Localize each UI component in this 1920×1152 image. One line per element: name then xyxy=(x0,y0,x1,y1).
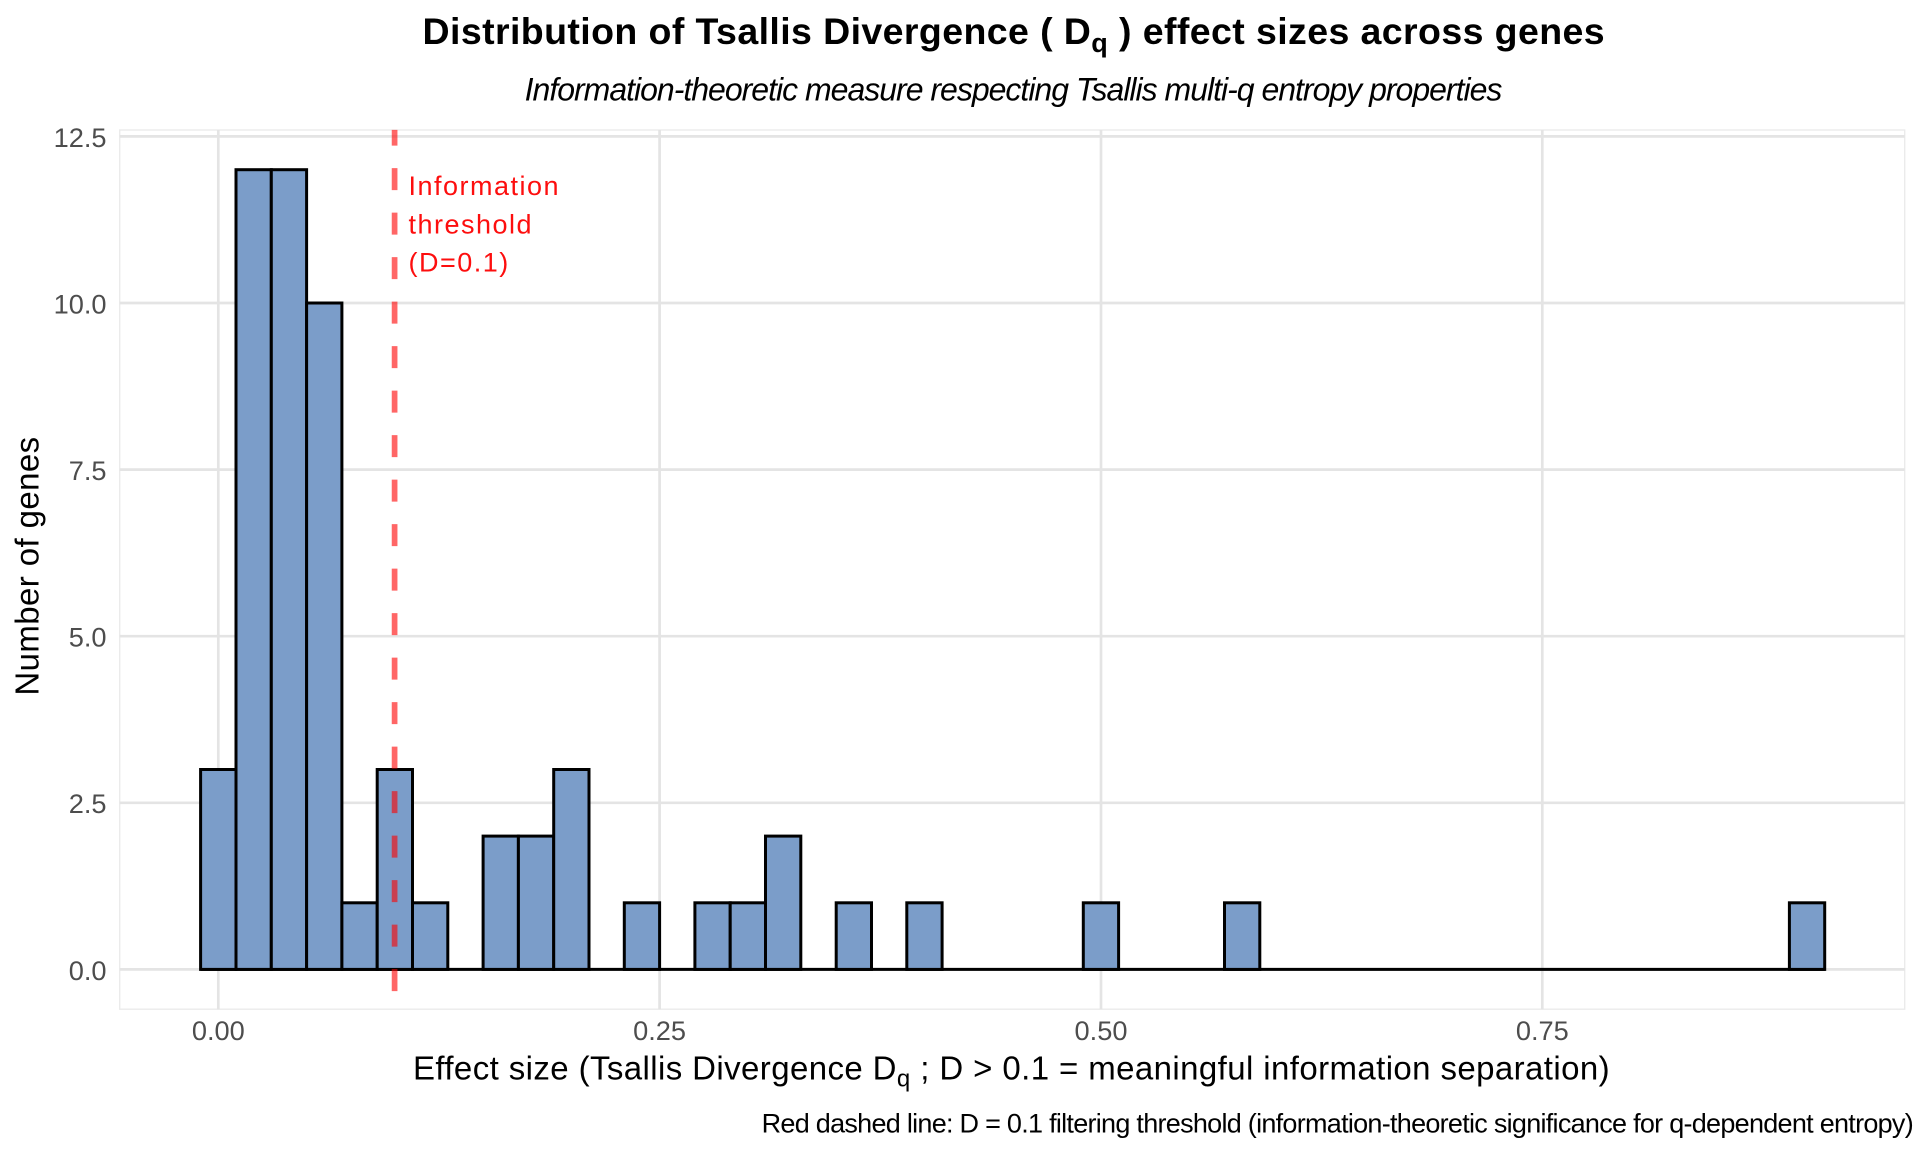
svg-text:10.0: 10.0 xyxy=(54,289,107,320)
svg-text:0.75: 0.75 xyxy=(1516,1015,1569,1046)
svg-text:5.0: 5.0 xyxy=(69,622,107,653)
svg-text:Distribution of Tsallis Diverg: Distribution of Tsallis Divergence ( Dq … xyxy=(423,10,1606,58)
svg-text:Red dashed line: D = 0.1 filte: Red dashed line: D = 0.1 filtering thres… xyxy=(762,1109,1913,1139)
svg-text:threshold: threshold xyxy=(409,209,534,239)
svg-text:0.0: 0.0 xyxy=(69,955,107,986)
svg-text:(D=0.1): (D=0.1) xyxy=(409,248,510,278)
svg-text:Information: Information xyxy=(409,171,561,201)
svg-text:Information-theoretic measure: Information-theoretic measure respecting… xyxy=(525,72,1503,108)
svg-text:2.5: 2.5 xyxy=(69,788,107,819)
svg-text:0.25: 0.25 xyxy=(633,1015,686,1046)
svg-text:0.00: 0.00 xyxy=(192,1015,245,1046)
svg-text:12.5: 12.5 xyxy=(54,122,107,153)
svg-text:0.50: 0.50 xyxy=(1075,1015,1128,1046)
svg-text:7.5: 7.5 xyxy=(69,455,107,486)
svg-text:Effect size (Tsallis Divergenc: Effect size (Tsallis Divergence Dq ; D >… xyxy=(413,1050,1610,1093)
svg-text:Number of genes: Number of genes xyxy=(9,436,46,695)
